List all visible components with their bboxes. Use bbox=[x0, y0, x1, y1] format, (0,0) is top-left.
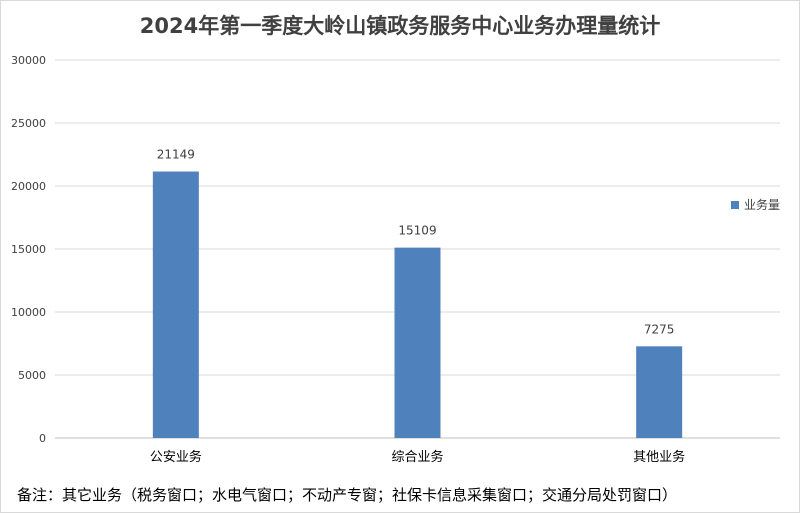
y-tick-label: 0 bbox=[39, 432, 46, 445]
data-label: 21149 bbox=[157, 148, 195, 162]
bar bbox=[636, 346, 683, 438]
legend-swatch bbox=[731, 201, 739, 209]
y-tick-label: 10000 bbox=[11, 306, 46, 319]
y-tick-label: 5000 bbox=[18, 369, 46, 382]
y-tick-label: 25000 bbox=[11, 117, 46, 130]
y-tick-label: 20000 bbox=[11, 180, 46, 193]
x-tick-label: 综合业务 bbox=[391, 449, 443, 465]
bar bbox=[152, 171, 199, 439]
x-tick-label: 其他业务 bbox=[633, 449, 685, 465]
data-label: 15109 bbox=[398, 224, 436, 238]
data-label: 7275 bbox=[644, 322, 675, 336]
x-tick-label: 公安业务 bbox=[150, 449, 202, 465]
footnote: 备注：其它业务（税务窗口；水电气窗口；不动产专窗；社保卡信息采集窗口；交通分局处… bbox=[17, 486, 678, 504]
y-tick-label: 30000 bbox=[11, 54, 46, 67]
y-tick-label: 15000 bbox=[11, 243, 46, 256]
chart-title: 2024年第一季度大岭山镇政务服务中心业务办理量统计 bbox=[139, 14, 661, 38]
legend-label: 业务量 bbox=[744, 197, 780, 212]
bar bbox=[394, 247, 441, 438]
